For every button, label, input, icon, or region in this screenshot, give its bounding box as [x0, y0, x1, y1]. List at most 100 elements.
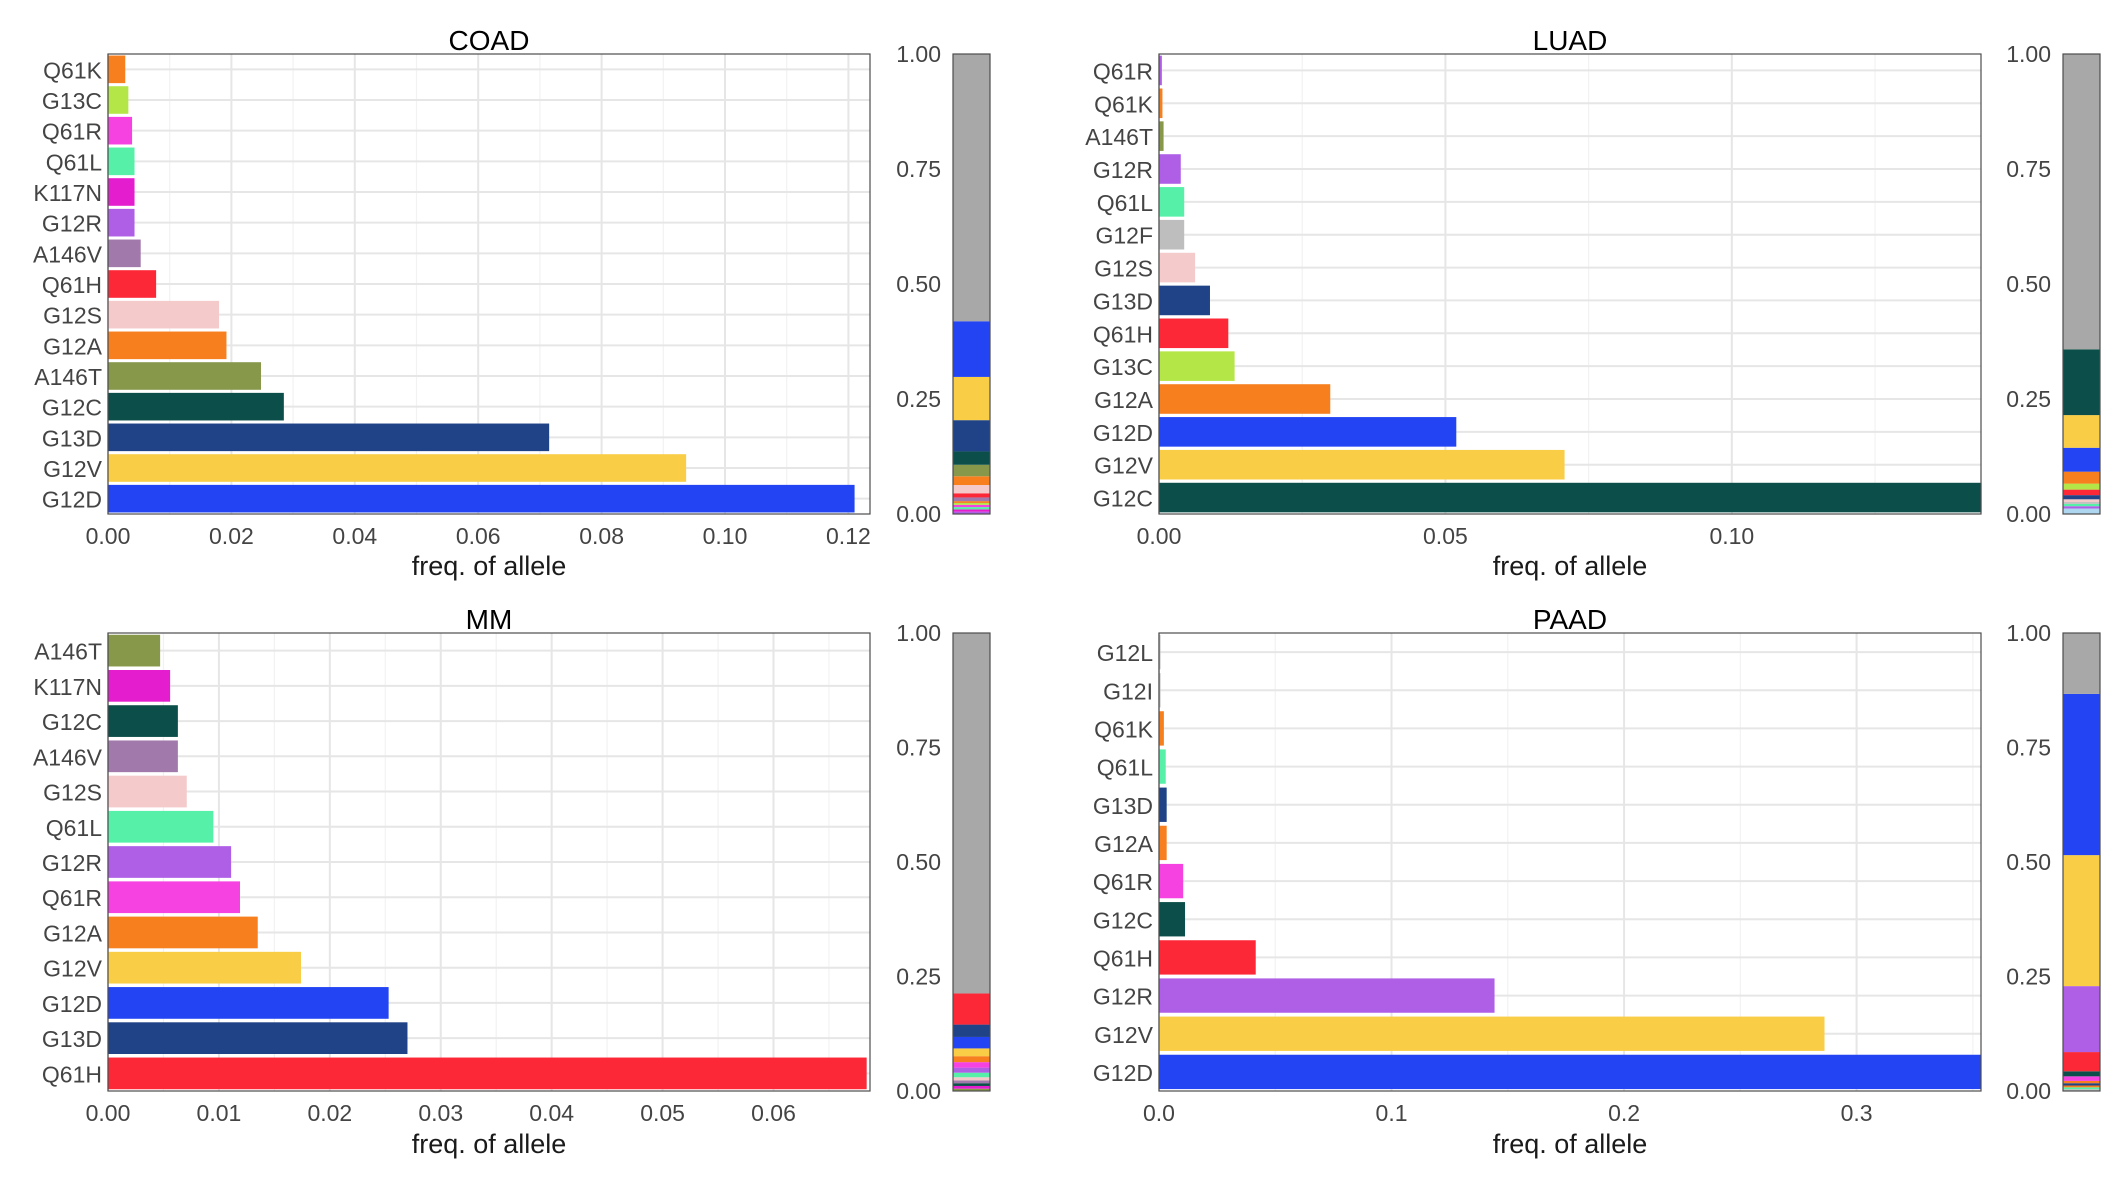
stack-segment [953, 376, 990, 421]
bar-q61h [108, 1057, 867, 1090]
stack-segment [953, 485, 990, 494]
stack-segment [953, 321, 990, 377]
stack-segment [953, 451, 990, 465]
bar-g12c [1159, 482, 1982, 513]
stack-tick-label: 1.00 [2006, 41, 2051, 67]
panel-mm: A146T K117N G12C A146V G12S Q61L G12R Q61R G12A G… [33, 604, 991, 1159]
y-tick-label: Q61H [1093, 321, 1153, 347]
x-tick-label: 0.02 [307, 1100, 352, 1126]
y-tick-label: G12S [1094, 256, 1153, 282]
stack-segment [2063, 508, 2100, 514]
x-tick-label: 0.03 [418, 1100, 463, 1126]
stack-segment [953, 497, 990, 502]
bar-g12s [108, 775, 187, 808]
stack-tick-label: 0.50 [2006, 271, 2051, 297]
y-tick-label: K117N [33, 180, 102, 206]
stack-tick-label: 0.50 [2006, 849, 2051, 875]
bar-a146v [108, 239, 141, 268]
bar-q61r [1159, 863, 1184, 899]
x-axis-label: freq. of allele [412, 551, 567, 581]
y-tick-label: A146V [33, 241, 103, 267]
y-tick-label: G12D [42, 487, 102, 513]
bar-q61l [108, 810, 214, 843]
stack-segment [953, 509, 990, 512]
y-tick-label: G12R [1093, 157, 1153, 183]
y-tick-label: G12A [1094, 387, 1153, 413]
bar-k117n [108, 178, 135, 206]
bar-g12r [1159, 978, 1495, 1013]
stack-tick-label: 0.25 [2006, 964, 2051, 990]
stack-segment [953, 511, 990, 514]
bar-a146t [1159, 121, 1164, 151]
stack-segment [2063, 1076, 2100, 1081]
stack-segment [2063, 1087, 2100, 1090]
stack-segment [2063, 471, 2100, 484]
stack-segment [953, 993, 990, 1025]
stack-tick-label: 0.00 [896, 501, 941, 527]
bar-g12d [108, 987, 389, 1019]
panel-title: MM [466, 604, 513, 635]
y-tick-label: K117N [33, 674, 102, 700]
y-tick-label: A146T [34, 364, 102, 390]
bar-g12i [1159, 673, 1161, 708]
stacked-proportion-bar: 0.00 0.25 0.50 0.75 1.00 [896, 620, 991, 1104]
stack-segment [2063, 506, 2100, 509]
bar-q61r [108, 116, 133, 145]
stack-segment [953, 502, 990, 505]
stack-segment [953, 54, 990, 322]
stack-segment [953, 1056, 990, 1063]
y-tick-label: G12V [1094, 1022, 1153, 1048]
stacked-proportion-bar: 0.00 0.25 0.50 0.75 1.00 [896, 41, 991, 527]
x-tick-label: 0.04 [529, 1100, 574, 1126]
stack-tick-label: 1.00 [2006, 620, 2051, 646]
panel-paad: G12L G12I Q61K Q61L G13D G12A Q61R G12C Q61H G12R… [1093, 604, 2101, 1159]
x-tick-label: 0.12 [826, 523, 871, 549]
y-tick-label: G13C [1093, 354, 1153, 380]
bar-q61l [1159, 187, 1185, 217]
stack-segment [2063, 503, 2100, 507]
panel-title: LUAD [1533, 25, 1608, 56]
y-tick-label: Q61K [1094, 91, 1153, 117]
bar-g12d [1159, 1054, 1982, 1090]
y-tick-label: G13D [1093, 288, 1153, 314]
stack-tick-label: 0.50 [896, 849, 941, 875]
bar-a146v [108, 740, 178, 773]
stack-segment [953, 476, 990, 486]
stack-segment [953, 420, 990, 452]
bar-g13d [108, 1022, 408, 1055]
bar-g12f [1159, 219, 1185, 250]
plot-area [1159, 633, 1981, 1091]
bar-g12r [1159, 154, 1181, 184]
stack-tick-label: 0.25 [2006, 386, 2051, 412]
plot-border [107, 632, 871, 1092]
stacked-proportion-bar: 0.00 0.25 0.50 0.75 1.00 [2006, 41, 2101, 527]
stack-border [952, 53, 991, 515]
stack-tick-label: 0.75 [896, 156, 941, 182]
y-tick-label: G13D [42, 425, 102, 451]
y-tick-label: Q61R [42, 885, 102, 911]
bar-g12c [1159, 902, 1186, 937]
stack-tick-label: 0.75 [2006, 735, 2051, 761]
stack-tick-label: 0.00 [2006, 1078, 2051, 1104]
stack-tick-label: 0.75 [2006, 156, 2051, 182]
x-tick-label: 0.00 [86, 1100, 131, 1126]
x-tick-label: 0.06 [751, 1100, 796, 1126]
y-tick-label: G12A [43, 920, 102, 946]
bar-q61h [108, 270, 157, 298]
panel-luad: Q61R Q61K A146T G12R Q61L G12F G12S G13D Q61H G13… [1085, 25, 2101, 581]
bar-q61l [108, 147, 135, 176]
y-tick-label: G12L [1097, 640, 1153, 666]
x-tick-label: 0.06 [456, 523, 501, 549]
y-tick-label: G12D [42, 991, 102, 1017]
x-tick-label: 0.2 [1608, 1100, 1640, 1126]
stack-segment [953, 1067, 990, 1073]
bar-g13c [108, 86, 129, 114]
bar-g12d [1159, 417, 1457, 447]
y-tick-label: Q61H [1093, 945, 1153, 971]
stack-segment [953, 1062, 990, 1068]
stack-segment [2063, 1085, 2100, 1088]
stack-segment [2063, 1089, 2100, 1091]
x-tick-label: 0.0 [1143, 1100, 1175, 1126]
stack-segment [953, 464, 990, 477]
stack-tick-label: 0.75 [896, 735, 941, 761]
